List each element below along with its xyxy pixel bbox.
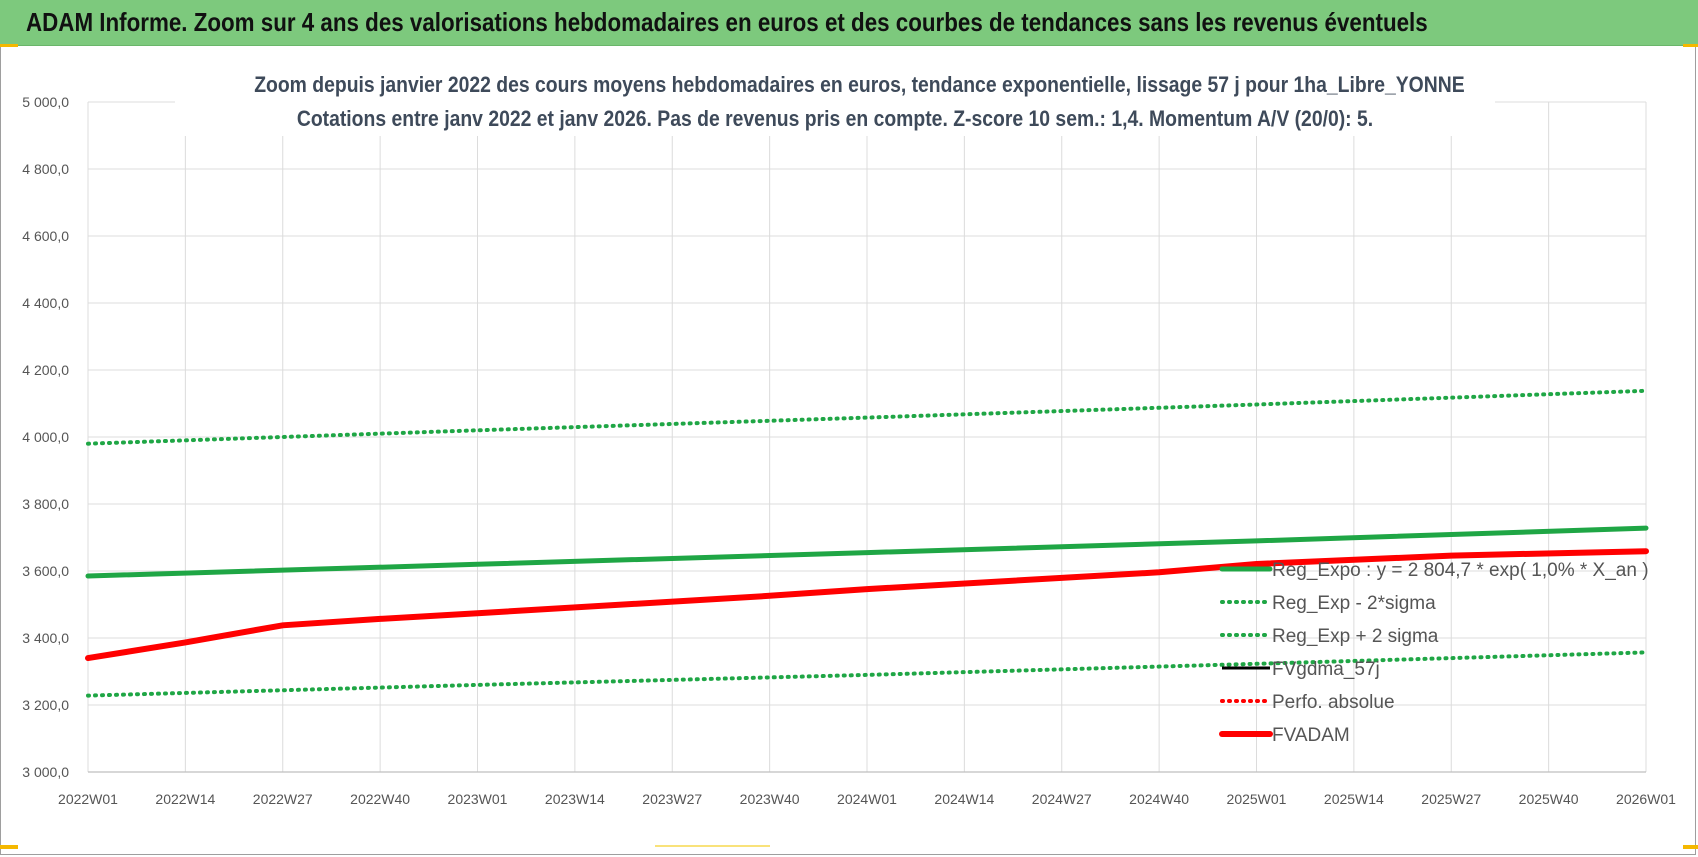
x-tick-label: 2022W40 bbox=[350, 791, 410, 807]
corner-mark-tl bbox=[0, 44, 18, 47]
corner-mark-tr bbox=[1683, 44, 1698, 47]
legend-label-5: FVADAM bbox=[1272, 725, 1350, 746]
chart-title-line1: Zoom depuis janvier 2022 des cours moyen… bbox=[254, 72, 1465, 97]
x-tick-label: 2026W01 bbox=[1616, 791, 1676, 807]
x-tick-label: 2025W14 bbox=[1324, 791, 1384, 807]
x-tick-label: 2024W27 bbox=[1032, 791, 1092, 807]
banner-title: ADAM Informe. Zoom sur 4 ans des valoris… bbox=[26, 7, 1428, 37]
y-tick-label: 4 000,0 bbox=[22, 429, 69, 445]
x-tick-label: 2024W40 bbox=[1129, 791, 1189, 807]
corner-mark-bc bbox=[655, 845, 770, 847]
x-tick-label: 2023W40 bbox=[740, 791, 800, 807]
y-tick-label: 5 000,0 bbox=[22, 94, 69, 110]
legend-label-0: Reg_Expo : y = 2 804,7 * exp( 1,0% * X_a… bbox=[1272, 560, 1649, 581]
series-line-2 bbox=[86, 388, 1648, 446]
x-tick-label: 2024W01 bbox=[837, 791, 897, 807]
x-tick-label: 2023W27 bbox=[642, 791, 702, 807]
chart-title-line2: Cotations entre janv 2022 et janv 2026. … bbox=[296, 106, 1374, 131]
series-line-0 bbox=[85, 525, 1649, 579]
x-tick-label: 2025W40 bbox=[1519, 791, 1579, 807]
y-tick-label: 4 200,0 bbox=[22, 362, 69, 378]
y-tick-label: 4 600,0 bbox=[22, 228, 69, 244]
corner-mark-bl bbox=[0, 845, 18, 849]
legend-label-2: Reg_Exp + 2 sigma bbox=[1272, 626, 1439, 647]
y-tick-label: 3 000,0 bbox=[22, 764, 69, 780]
y-tick-label: 4 800,0 bbox=[22, 161, 69, 177]
corner-mark-br bbox=[1683, 845, 1698, 849]
x-tick-label: 2023W01 bbox=[448, 791, 508, 807]
x-tick-label: 2023W14 bbox=[545, 791, 605, 807]
x-tick-label: 2024W14 bbox=[934, 791, 994, 807]
x-tick-label: 2025W01 bbox=[1227, 791, 1287, 807]
x-tick-label: 2022W27 bbox=[253, 791, 313, 807]
x-tick-label: 2025W27 bbox=[1421, 791, 1481, 807]
series-line-1 bbox=[86, 650, 1648, 698]
header-banner: ADAM Informe. Zoom sur 4 ans des valoris… bbox=[0, 0, 1698, 46]
x-tick-label: 2022W14 bbox=[155, 791, 215, 807]
legend-label-4: Perfo. absolue bbox=[1272, 692, 1395, 713]
x-tick-label: 2022W01 bbox=[58, 791, 118, 807]
y-tick-label: 3 400,0 bbox=[22, 630, 69, 646]
series-line-5 bbox=[85, 548, 1649, 662]
legend-label-3: FVgdma_57j bbox=[1272, 659, 1380, 680]
chart-title: Zoom depuis janvier 2022 des cours moyen… bbox=[175, 68, 1495, 136]
y-tick-label: 3 800,0 bbox=[22, 496, 69, 512]
y-tick-label: 3 600,0 bbox=[22, 563, 69, 579]
y-tick-label: 4 400,0 bbox=[22, 295, 69, 311]
y-tick-label: 3 200,0 bbox=[22, 697, 69, 713]
legend-label-1: Reg_Exp - 2*sigma bbox=[1272, 593, 1436, 614]
